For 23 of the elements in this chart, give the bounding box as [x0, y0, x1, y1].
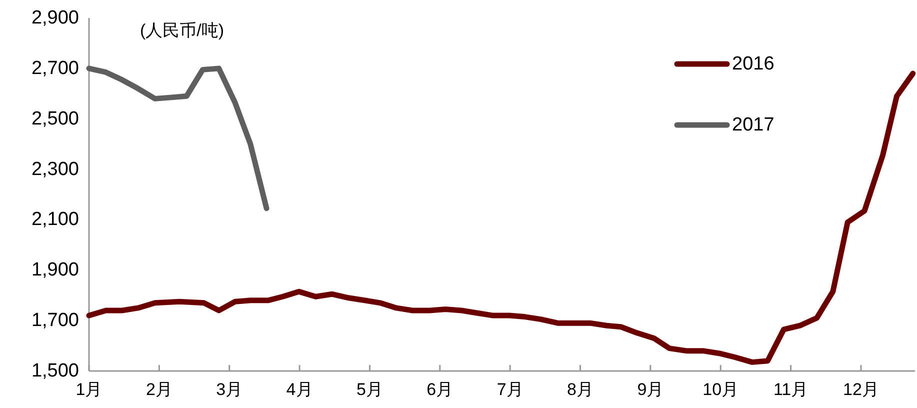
legend-label: 2016 [732, 54, 774, 74]
y-tick-label: 2,100 [31, 209, 79, 230]
x-tick-label: 1月 [76, 380, 102, 399]
y-tick-label: 2,500 [31, 108, 79, 130]
x-tick-label: 2月 [146, 380, 172, 399]
y-tick-label: 1,900 [31, 260, 79, 281]
x-tick-label: 11月 [773, 380, 808, 399]
annotation: (人民币/吨) [140, 21, 224, 40]
x-tick-label: 9月 [637, 380, 664, 399]
x-tick-label: 3月 [216, 380, 243, 399]
y-tick-label: 2,700 [31, 58, 79, 79]
y-tick-label: 1,700 [31, 310, 79, 332]
y-tick-label: 2,300 [31, 158, 79, 180]
x-tick-label: 5月 [356, 380, 383, 399]
x-tick-label: 7月 [496, 380, 524, 399]
y-tick-label: 1,500 [31, 360, 79, 382]
legend-label: 2017 [732, 114, 774, 136]
x-tick-label: 10月 [702, 380, 739, 399]
x-tick-label: 12月 [843, 380, 879, 399]
y-tick-label: 2,900 [31, 8, 79, 28]
x-tick-label: 4月 [286, 380, 313, 399]
x-tick-label: 8月 [567, 380, 594, 399]
x-tick-label: 6月 [426, 380, 454, 399]
